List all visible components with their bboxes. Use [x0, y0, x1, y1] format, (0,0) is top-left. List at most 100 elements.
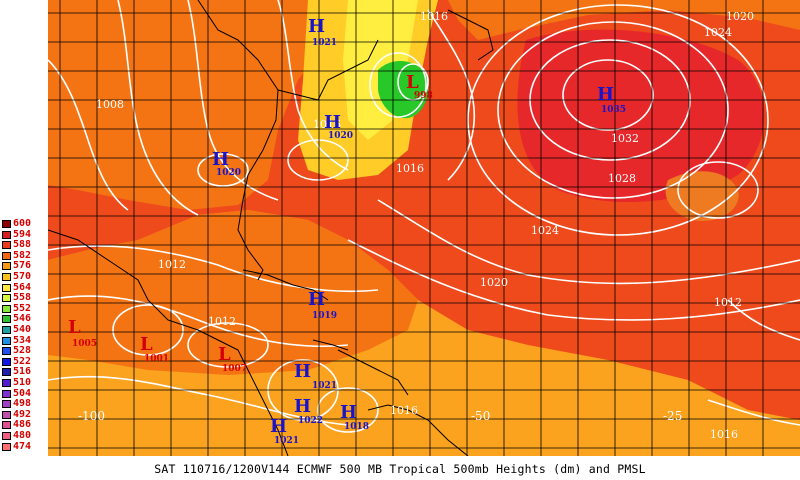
colorbar-swatch	[2, 241, 11, 250]
isobar-label: 1032	[611, 132, 639, 145]
colorbar-label: 576	[13, 260, 32, 272]
weather-map: 1008 1016 1016 1016 1012 1020 1024 1028 …	[48, 0, 800, 456]
colorbar-label: 564	[13, 281, 32, 293]
colorbar-swatch	[2, 326, 11, 334]
isobar-label: 1016	[420, 10, 448, 23]
colorbar-label: 528	[13, 345, 32, 357]
colorbar-row: 516	[0, 366, 46, 378]
colorbar-swatch	[2, 273, 11, 281]
low-pressure-centers: L 998 L 1005 L 1001 L 1007	[68, 72, 433, 374]
colorbar-label: 486	[13, 419, 32, 431]
high-center: H 1018	[340, 402, 369, 432]
low-value: 998	[414, 91, 433, 101]
low-value: 1005	[72, 339, 97, 349]
isobar-label: 1016	[390, 404, 418, 417]
colorbar-label: 504	[13, 387, 32, 399]
colorbar-row: 492	[0, 408, 46, 420]
low-center: L 998	[406, 72, 433, 101]
low-symbol: L	[68, 317, 81, 338]
colorbar-row: 600	[0, 218, 46, 229]
isobar-label: 1024	[531, 224, 559, 237]
high-value: 1019	[312, 311, 337, 321]
colorbar-row: 594	[0, 229, 46, 240]
colorbar-row: 582	[0, 249, 46, 261]
colorbar-label: 516	[13, 366, 32, 378]
low-center: L 1001	[140, 334, 169, 364]
high-symbol: H	[308, 16, 325, 37]
colorbar-label: 540	[13, 324, 32, 335]
colorbar-swatch	[2, 368, 11, 377]
colorbar-row: 534	[0, 334, 46, 346]
colorbar-swatch	[2, 230, 11, 239]
colorbar-row: 588	[0, 239, 46, 251]
colorbar-swatch	[2, 432, 11, 440]
height-field-anomaly-east	[665, 171, 739, 221]
low-symbol: L	[406, 72, 419, 93]
colorbar-swatch	[2, 379, 11, 387]
colorbar-row: 540	[0, 324, 46, 335]
low-symbol: L	[218, 344, 231, 365]
height-field-582-south	[48, 210, 418, 375]
isobar-label: 1012	[208, 315, 236, 328]
high-symbol: H	[270, 416, 287, 437]
colorbar-row: 498	[0, 398, 46, 409]
colorbar-row: 570	[0, 271, 46, 282]
colorbar-row: 504	[0, 387, 46, 399]
high-value: 1021	[312, 381, 337, 391]
colorbar-swatch	[2, 283, 11, 292]
colorbar-swatch	[2, 442, 11, 451]
colorbar-label: 510	[13, 377, 32, 388]
high-center: H 1022	[294, 396, 323, 426]
colorbar-swatch	[2, 421, 11, 430]
height-field-594	[517, 29, 765, 202]
colorbar-swatch	[2, 336, 11, 345]
high-symbol: H	[294, 361, 311, 382]
high-value: 1020	[328, 131, 353, 141]
colorbar-swatch	[2, 347, 11, 356]
height-colorbar-legend: 600 594 588 582 576 570 564 558 552 546 540 534 528 5…	[0, 216, 48, 456]
isobar-value-labels: 1008 1016 1016 1016 1012 1020 1024 1028 …	[96, 10, 754, 441]
colorbar-label: 534	[13, 334, 32, 346]
colorbar-row: 522	[0, 355, 46, 367]
high-value: 1018	[344, 422, 369, 432]
colorbar-swatch	[2, 304, 11, 313]
colorbar-row: 480	[0, 430, 46, 441]
high-center: H 1021	[308, 16, 337, 48]
colorbar-label: 582	[13, 249, 32, 261]
colorbar-label: 474	[13, 440, 32, 452]
low-symbol: L	[140, 334, 153, 355]
colorbar-row: 546	[0, 313, 46, 324]
high-center: H 1019	[308, 289, 337, 321]
colorbar-label: 522	[13, 355, 32, 367]
isobar-label: 1012	[158, 258, 186, 271]
high-center: H 1020	[212, 149, 241, 178]
high-symbol: H	[212, 149, 229, 170]
colorbar-row: 528	[0, 345, 46, 357]
height-field-582-north	[448, 0, 800, 40]
colorbar-label: 552	[13, 302, 32, 314]
height-field-582-west	[48, 0, 338, 210]
high-symbol: H	[308, 289, 325, 310]
colorbar-swatch	[2, 357, 11, 366]
lat-lon-grid	[48, 0, 800, 456]
colorbar-label: 600	[13, 218, 32, 229]
isobar-label: 1008	[96, 98, 124, 111]
colorbar-label: 492	[13, 408, 32, 420]
colorbar-row: 486	[0, 419, 46, 431]
colorbar-row: 564	[0, 281, 46, 293]
colorbar-row: 576	[0, 260, 46, 272]
colorbar-swatch	[2, 262, 11, 271]
isobar-label: 1020	[480, 276, 508, 289]
isobar-label: 1016	[396, 162, 424, 175]
high-symbol: H	[597, 84, 614, 105]
isobar-label: 1016	[313, 118, 341, 131]
isobar-label: 1020	[726, 10, 754, 23]
high-symbol: H	[324, 112, 341, 133]
colorbar-row: 474	[0, 440, 46, 452]
colorbar-row: 552	[0, 302, 46, 314]
longitude-label: -100	[78, 409, 105, 423]
longitude-label: -50	[471, 409, 490, 423]
colorbar-swatch	[2, 251, 11, 260]
colorbar-label: 588	[13, 239, 32, 251]
low-value: 1001	[144, 354, 169, 364]
